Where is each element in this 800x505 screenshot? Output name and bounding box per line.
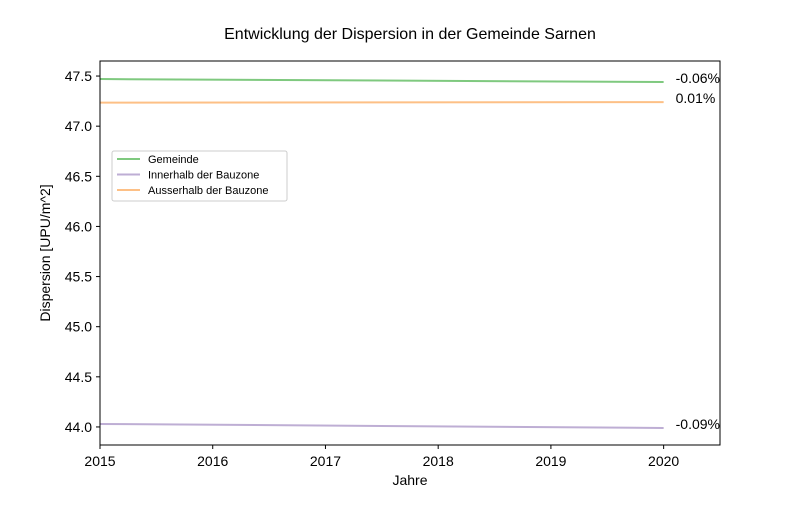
series-line-2: [99, 422, 664, 429]
legend-label: Innerhalb der Bauzone: [148, 170, 259, 182]
series-annotation: 0.01%: [676, 90, 716, 106]
y-tick-label: 45.5: [65, 269, 92, 285]
legend-label: Gemeinde: [148, 154, 199, 166]
y-tick-label: 44.5: [65, 369, 92, 385]
y-axis: 44.0 44.5 45.0 45.5 46.0 46.5 47.0 47.5: [65, 68, 100, 435]
x-tick-label: 2019: [535, 453, 566, 469]
x-tick-label: 2018: [423, 453, 454, 469]
x-tick-label: 2016: [197, 453, 228, 469]
y-tick-label: 45.0: [65, 319, 92, 335]
x-axis: 2015 2016 2017 2018 2019 2020: [84, 445, 679, 469]
y-tick-label: 44.0: [65, 419, 92, 435]
y-tick-label: 47.5: [65, 68, 92, 84]
legend-label: Ausserhalb der Bauzone: [148, 185, 268, 197]
y-tick-label: 46.5: [65, 168, 92, 184]
legend: Gemeinde Innerhalb der Bauzone Ausserhalb …: [111, 150, 288, 202]
series-line-1: [99, 78, 664, 84]
y-tick-label: 47.0: [65, 118, 92, 134]
chart-title: Entwicklung der Dispersion in der Gemein…: [224, 26, 596, 43]
series-annotation: -0.06%: [676, 70, 720, 86]
x-tick-label: 2015: [84, 453, 115, 469]
x-axis-label: Jahre: [392, 472, 427, 488]
y-axis-label: Dispersion [UPU/m^2]: [37, 184, 53, 321]
legend-box: [111, 150, 288, 202]
x-tick-label: 2020: [648, 453, 679, 469]
series-annotation: -0.09%: [676, 416, 720, 432]
y-tick-label: 46.0: [65, 218, 92, 234]
x-tick-label: 2017: [310, 453, 341, 469]
axes-frame: [99, 60, 721, 446]
series-line-3: [99, 101, 664, 104]
plot-area: -0.06% -0.09% 0.01%: [99, 70, 720, 432]
